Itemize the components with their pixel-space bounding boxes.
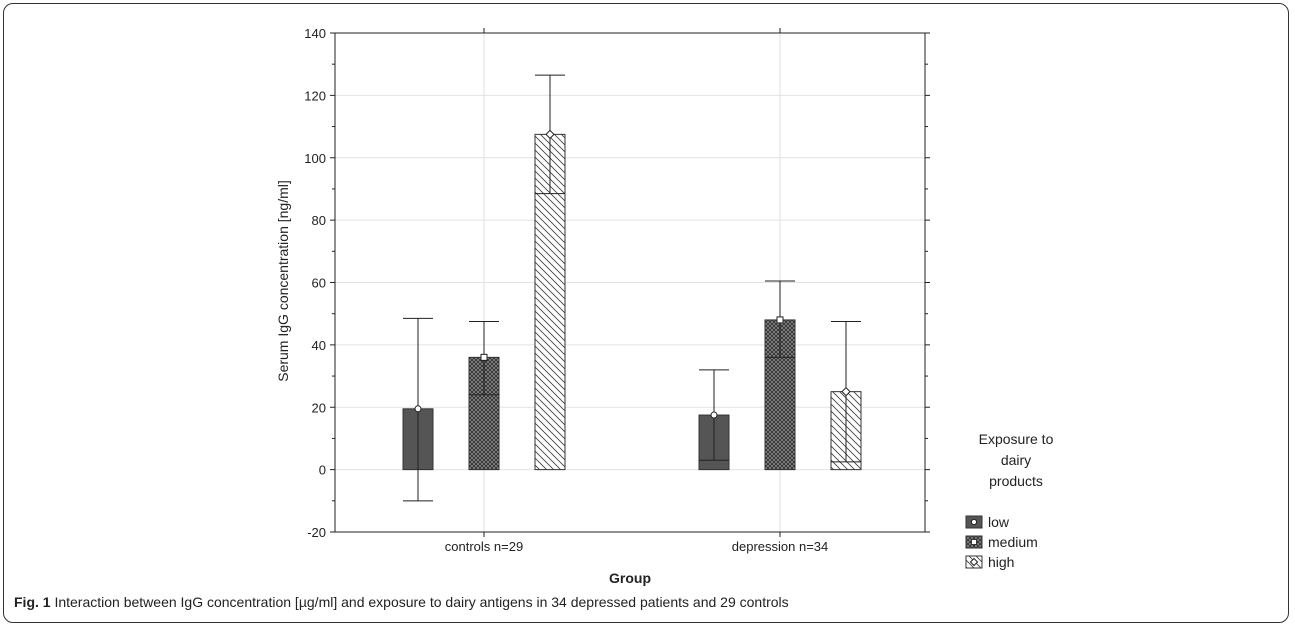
legend-marker-circle <box>970 518 978 526</box>
legend-label-medium: medium <box>988 534 1038 550</box>
marker-square <box>480 353 488 361</box>
marker-circle <box>414 405 422 413</box>
y-tick-label: 120 <box>304 88 326 103</box>
legend: Exposure to dairy products low medium high <box>965 431 1054 570</box>
chart: -20 0 20 40 60 80 100 120 140 controls n=29 depres… <box>275 26 1054 586</box>
marker-square <box>776 316 784 324</box>
y-tick-label: 80 <box>312 213 326 228</box>
legend-title-line: products <box>989 473 1043 489</box>
y-axis-title: Serum IgG concentration [ng/ml] <box>275 180 291 382</box>
legend-label-high: high <box>988 554 1014 570</box>
caption-label: Fig. 1 <box>14 594 51 610</box>
x-axis-title: Group <box>609 570 651 586</box>
marker-circle <box>710 411 718 419</box>
x-tick-label: controls n=29 <box>445 539 523 554</box>
legend-marker-square <box>970 538 978 546</box>
figure-frame <box>3 3 1289 623</box>
legend-label-low: low <box>988 514 1010 530</box>
x-tick-label: depression n=34 <box>732 539 829 554</box>
y-tick-label: 100 <box>304 151 326 166</box>
legend-title-line: Exposure to <box>979 431 1054 447</box>
y-tick-label: 0 <box>319 463 326 478</box>
marker-diamond <box>545 129 555 140</box>
y-tick-label: 40 <box>312 338 326 353</box>
y-tick-label: 140 <box>304 26 326 41</box>
legend-marker-diamond <box>969 557 979 567</box>
figure-caption: Fig. 1 Interaction between IgG concentra… <box>14 594 1274 610</box>
caption-text: Interaction between IgG concentration [µ… <box>50 594 789 610</box>
y-tick-label: 20 <box>312 400 326 415</box>
bars <box>402 74 862 502</box>
y-tick-label: 60 <box>312 276 326 291</box>
legend-title-line: dairy <box>1001 452 1031 468</box>
axes: -20 0 20 40 60 80 100 120 140 controls n=29 depres… <box>304 26 930 554</box>
marker-diamond <box>841 386 851 397</box>
y-tick-label: -20 <box>307 525 326 540</box>
